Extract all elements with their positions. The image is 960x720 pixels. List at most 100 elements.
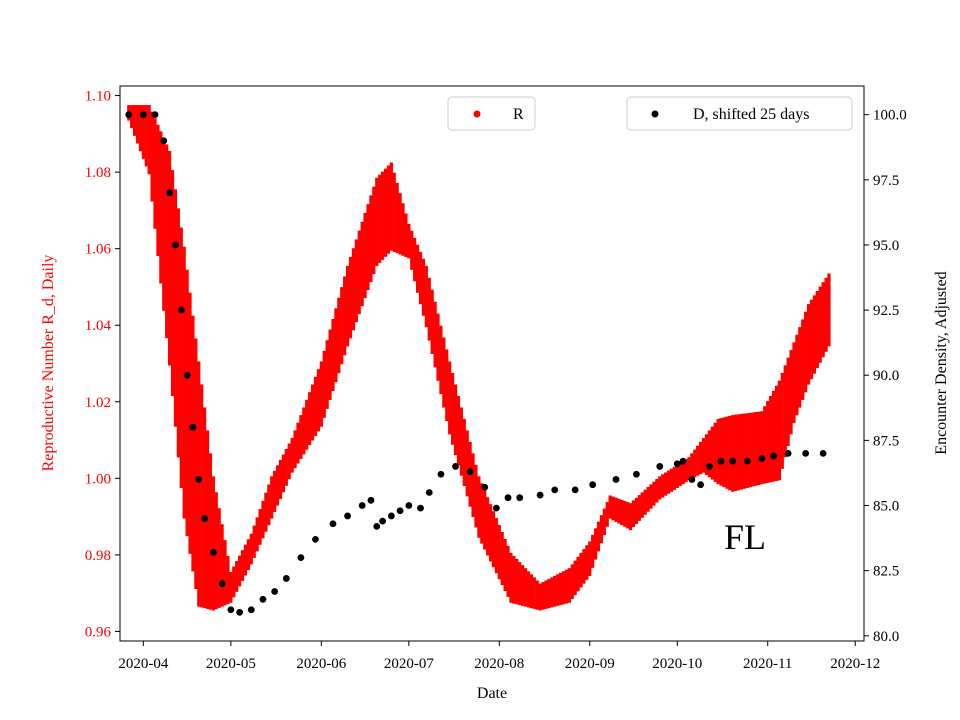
r-band-bar	[731, 415, 735, 492]
r-band-bar	[203, 407, 207, 609]
d-point	[236, 608, 244, 616]
r-band-bar	[348, 257, 353, 339]
d-point	[452, 463, 459, 470]
r-band-bar	[398, 193, 402, 255]
d-point	[504, 494, 512, 502]
state-annotation: FL	[724, 517, 766, 557]
d-point	[367, 496, 375, 504]
r-band-bar	[608, 495, 612, 519]
r-band-bar	[334, 308, 338, 383]
r-band-bar	[617, 498, 621, 524]
y-right-tick-label: 87.5	[873, 433, 899, 449]
r-band-bar	[719, 418, 723, 486]
d-point	[209, 549, 217, 556]
d-point	[227, 606, 235, 614]
r-band-bar	[436, 313, 440, 381]
d-point	[373, 522, 381, 530]
r-band-bar	[664, 472, 668, 496]
r-band-bar	[168, 150, 172, 366]
r-band-bar	[541, 581, 545, 610]
plot-frame	[119, 85, 865, 642]
r-band-bar	[401, 203, 405, 256]
y-left-tick-label: 1.06	[85, 242, 112, 258]
r-band-bar	[649, 484, 653, 509]
d-point	[717, 457, 725, 465]
d-point	[195, 476, 203, 483]
r-band-bar	[363, 212, 367, 299]
r-band-bar	[672, 466, 676, 490]
d-point	[729, 457, 737, 465]
r-band-bar	[328, 329, 332, 400]
r-band-bar	[299, 415, 303, 459]
r-band-bar	[337, 297, 341, 374]
d-point	[344, 512, 351, 520]
r-band-bar	[716, 418, 720, 485]
r-band-bar	[366, 204, 370, 291]
d-point	[802, 449, 810, 457]
r-band-bar	[427, 277, 431, 341]
r-band-bar	[780, 372, 784, 469]
d-point	[125, 111, 133, 119]
y-left-tick-label: 1.02	[85, 395, 111, 411]
r-band-bar	[529, 574, 533, 609]
r-band-bar	[150, 111, 154, 202]
r-band-bar	[760, 411, 764, 485]
r-band-bar	[696, 445, 700, 476]
r-band-bar	[620, 499, 624, 526]
d-point	[218, 580, 226, 588]
d-series-layer	[125, 111, 827, 616]
r-band-bar	[132, 105, 137, 136]
legend-r-frame	[447, 96, 536, 131]
r-band-bar	[135, 105, 140, 144]
r-band-bar	[421, 258, 426, 316]
r-band-bar	[156, 124, 160, 257]
r-band-bar	[173, 189, 178, 427]
r-band-bar	[305, 399, 309, 450]
r-band-bar	[605, 502, 609, 527]
r-band-bar	[153, 118, 157, 229]
d-point	[481, 483, 489, 491]
r-band-bar	[287, 443, 291, 480]
r-band-bar	[789, 350, 793, 435]
r-band-bar	[500, 532, 504, 586]
r-band-bar	[824, 277, 828, 352]
r-band-bar	[526, 571, 531, 608]
r-band-bar	[261, 500, 265, 539]
r-band-bar	[742, 413, 746, 489]
r-band-bar	[255, 517, 259, 552]
r-band-bar	[599, 515, 604, 544]
r-band-bar	[296, 422, 300, 464]
r-band-bar	[249, 533, 253, 565]
r-band-bar	[602, 508, 606, 536]
r-band-bar	[701, 438, 706, 473]
r-band-bar	[162, 137, 166, 311]
d-point	[437, 470, 445, 478]
r-band-bar	[264, 492, 268, 532]
r-band-bar	[681, 461, 685, 485]
r-band-bar	[194, 338, 198, 590]
r-band-bar	[243, 544, 248, 576]
r-band-bar	[570, 564, 574, 599]
r-band-bar	[573, 560, 577, 596]
r-band-bar	[386, 165, 391, 254]
r-band-bar	[728, 415, 732, 491]
d-point	[139, 111, 147, 119]
r-band-bar	[556, 574, 560, 606]
r-band-bar	[792, 342, 796, 423]
r-band-bar	[465, 430, 469, 497]
r-band-bar	[690, 453, 694, 479]
r-band-bar	[226, 556, 230, 605]
legend-r-label: R	[513, 106, 524, 123]
r-band-bar	[275, 465, 280, 506]
d-point	[417, 504, 424, 512]
d-point	[679, 457, 687, 465]
d-point	[297, 554, 305, 562]
r-band-bar	[383, 168, 388, 257]
r-band-bar	[640, 492, 644, 518]
y-axis-left-label: Reproductive Number R_d, Daily	[40, 255, 57, 472]
r-band-bar	[488, 504, 493, 562]
r-band-bar	[553, 575, 557, 607]
r-band-bar	[229, 572, 233, 603]
d-point	[673, 460, 681, 468]
r-band-bar	[626, 502, 630, 529]
